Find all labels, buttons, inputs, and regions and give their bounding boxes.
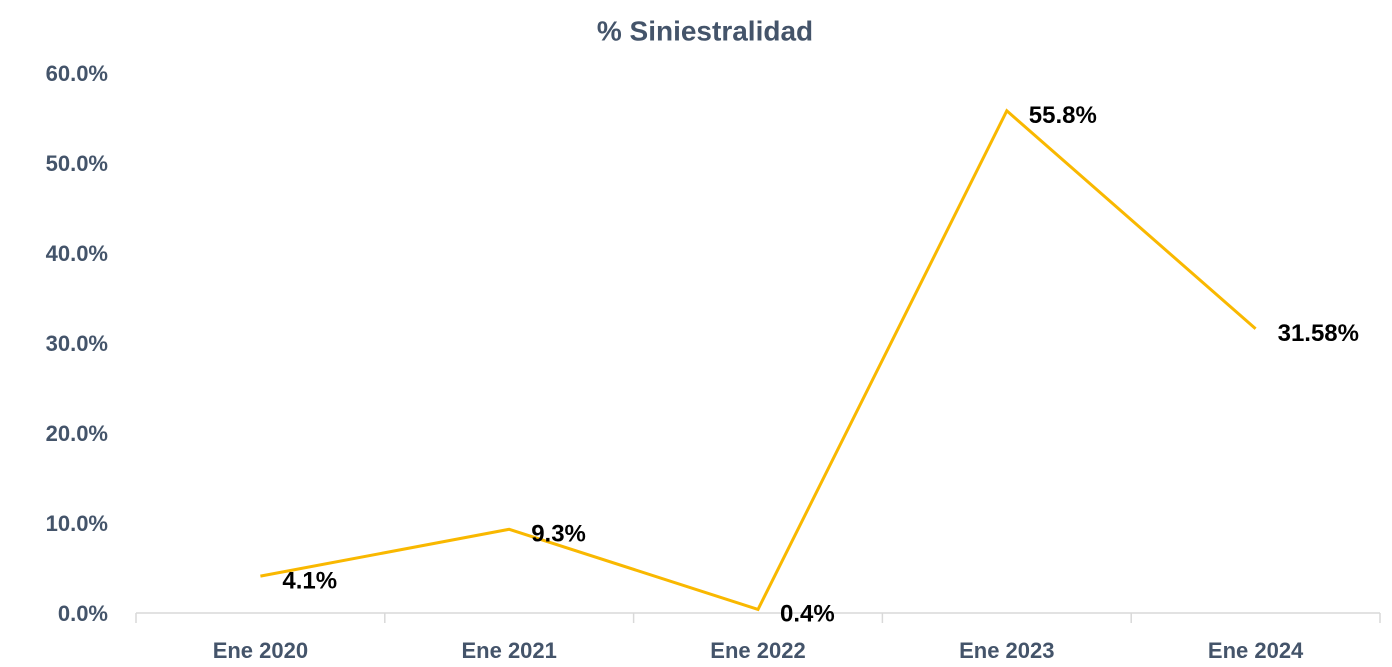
y-tick-label: 30.0% [46,331,108,356]
y-tick-label: 50.0% [46,151,108,176]
data-label: 9.3% [531,521,586,548]
series-line [260,108,1257,612]
x-tick-label: Ene 2024 [1208,638,1304,663]
x-tick-label: Ene 2021 [461,638,556,663]
data-label: 55.8% [1029,102,1097,129]
data-label: 0.4% [780,601,835,628]
y-tick-label: 20.0% [46,421,108,446]
data-label: 4.1% [282,567,337,594]
x-tick-label: Ene 2023 [959,638,1054,663]
x-tick-label: Ene 2020 [213,638,308,663]
x-tick-label: Ene 2022 [710,638,805,663]
chart-title: % Siniestralidad [597,15,813,46]
y-tick-label: 60.0% [46,61,108,86]
y-tick-label: 0.0% [58,601,108,626]
data-label: 31.58% [1278,320,1359,347]
y-tick-label: 10.0% [46,511,108,536]
y-tick-label: 40.0% [46,241,108,266]
